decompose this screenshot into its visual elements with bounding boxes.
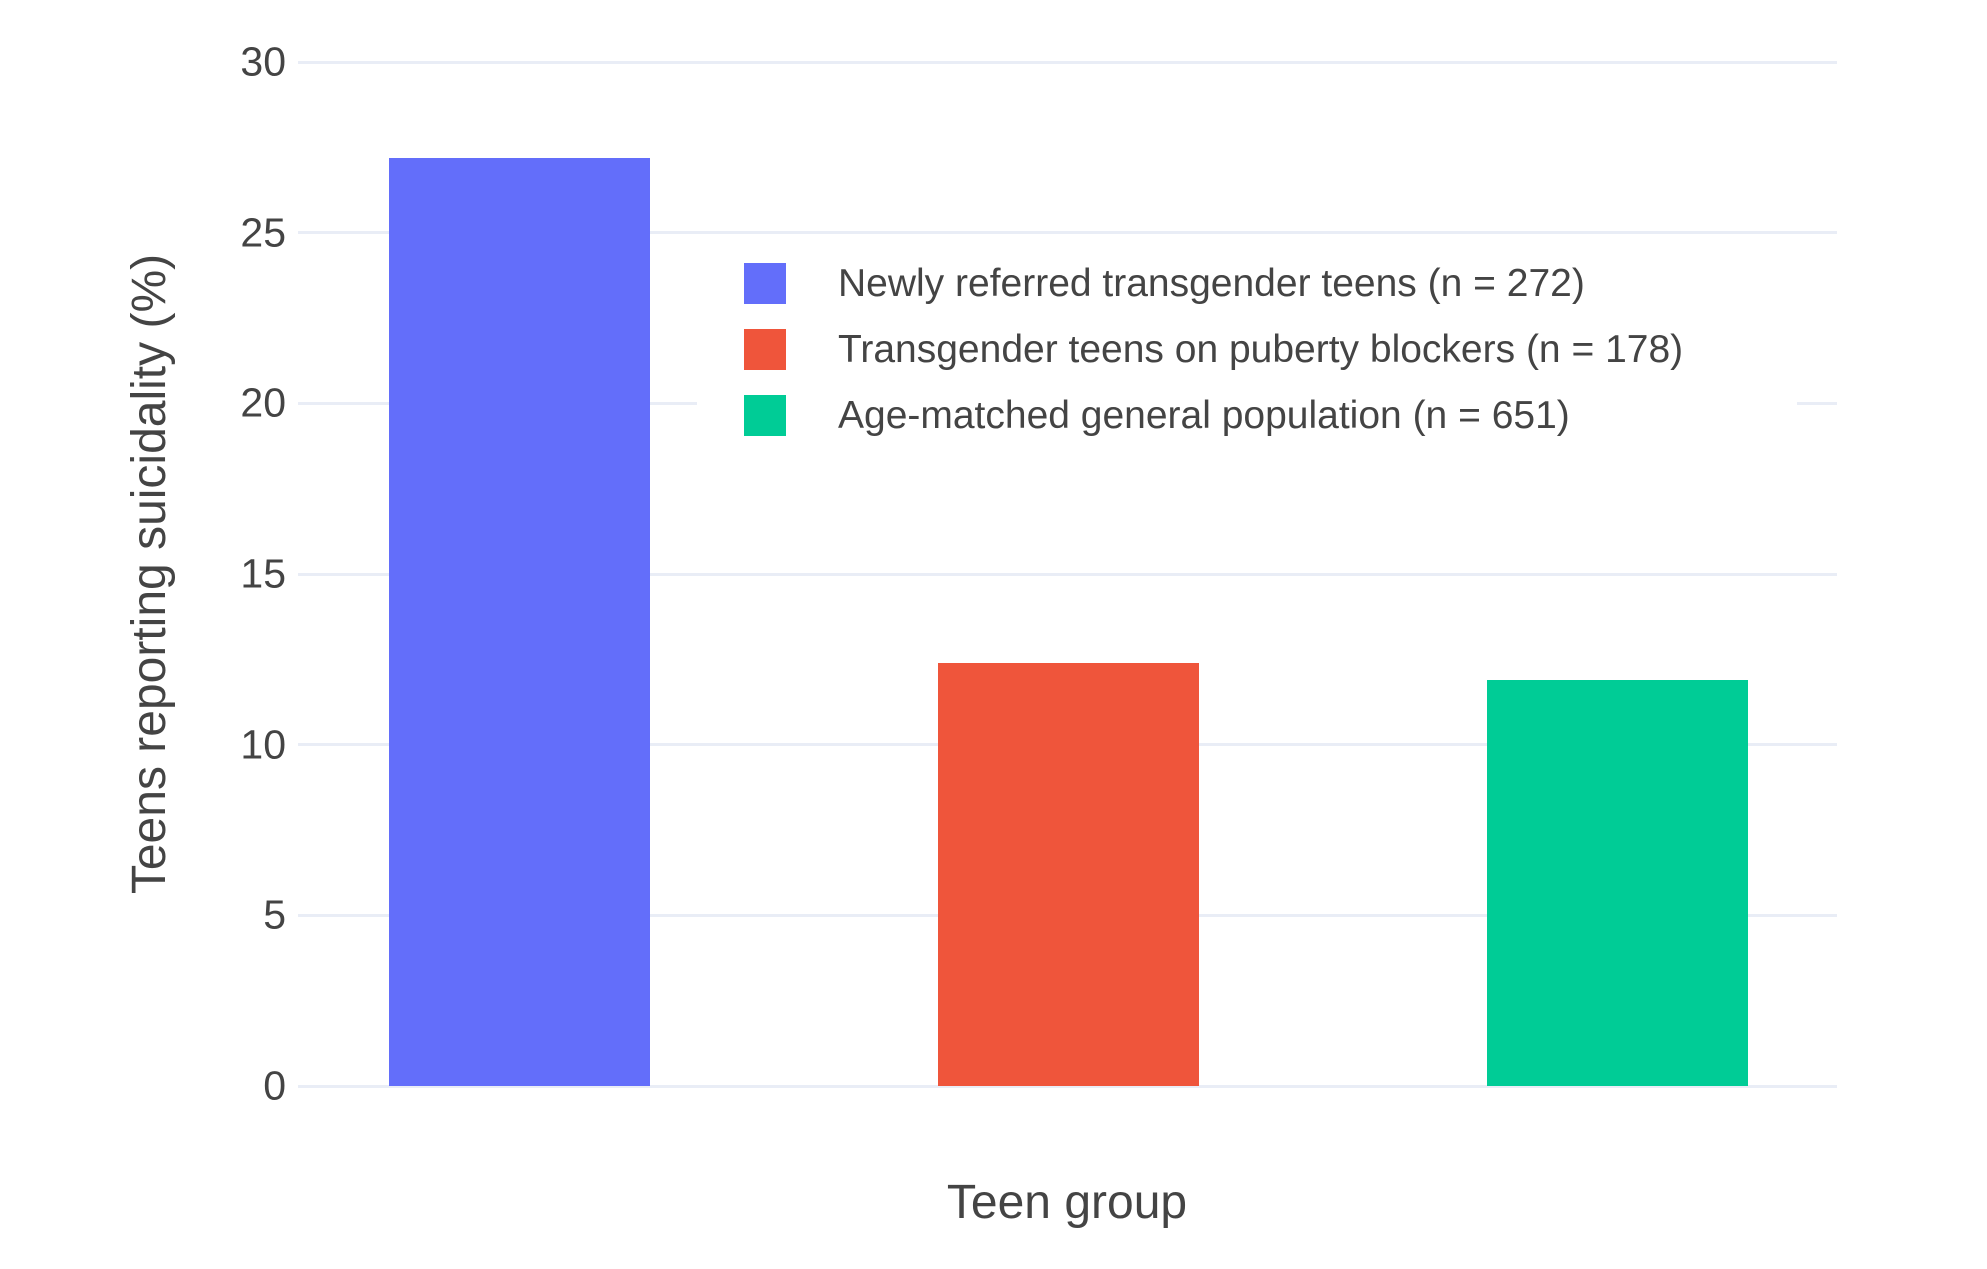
legend-label: Transgender teens on puberty blockers (n…	[838, 327, 1684, 371]
legend-swatch-icon	[744, 328, 786, 370]
y-axis-title: Teens reporting suicidality (%)	[123, 253, 176, 895]
plot-area: 0 5 10 15 20 25 30	[240, 41, 1837, 1106]
y-tick-label: 5	[263, 891, 286, 938]
legend-item-0: Newly referred transgender teens (n = 27…	[697, 250, 1797, 316]
gridline	[298, 1084, 1837, 1088]
legend-label: Age-matched general population (n = 651)	[838, 393, 1570, 437]
legend-item-1: Transgender teens on puberty blockers (n…	[697, 316, 1797, 382]
y-tick-label: 25	[240, 209, 286, 256]
gridline	[298, 60, 1837, 64]
bar-0	[388, 157, 650, 1086]
gridline	[298, 231, 1837, 235]
legend-swatch-icon	[744, 394, 786, 436]
y-tick-label: 30	[240, 38, 286, 85]
bar-1	[938, 662, 1200, 1086]
gridline	[298, 572, 1837, 576]
legend-label: Newly referred transgender teens (n = 27…	[838, 261, 1585, 305]
legend-swatch-icon	[744, 262, 786, 304]
x-axis-title: Teen group	[946, 1176, 1188, 1229]
y-tick-label: 20	[240, 379, 286, 426]
bar-2	[1487, 679, 1749, 1086]
legend: Newly referred transgender teens (n = 27…	[697, 240, 1797, 458]
legend-item-2: Age-matched general population (n = 651)	[697, 382, 1797, 448]
y-tick-label: 0	[263, 1062, 286, 1109]
y-tick-label: 15	[240, 550, 286, 597]
y-tick-label: 10	[240, 721, 286, 768]
